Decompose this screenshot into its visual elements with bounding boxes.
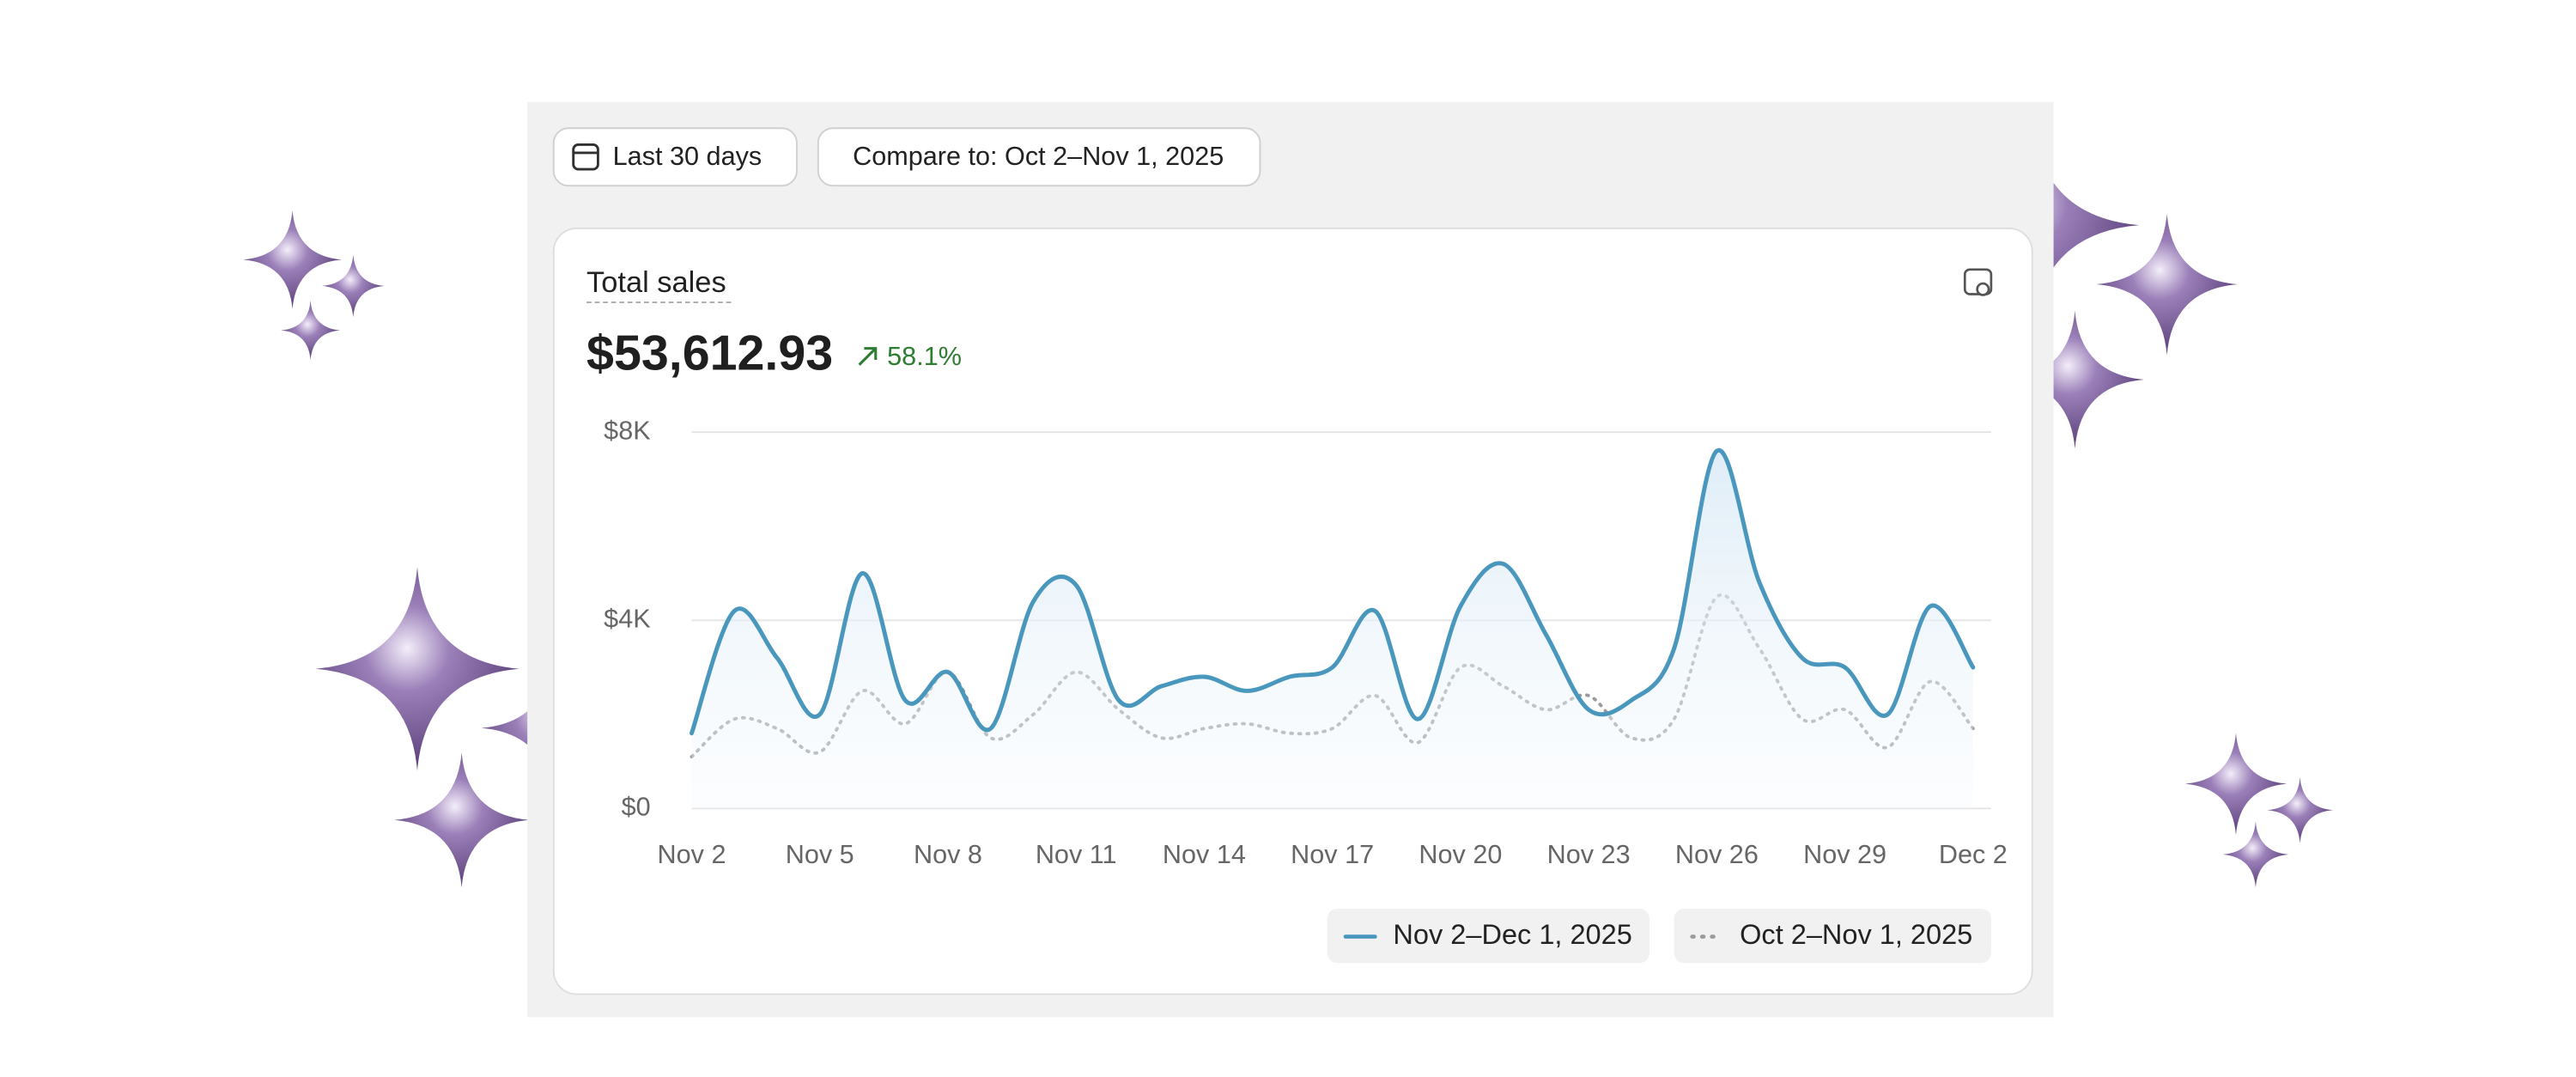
x-tick-label: Nov 20	[1419, 840, 1502, 869]
y-tick-label: $0	[622, 792, 651, 821]
x-tick-label: Nov 8	[914, 840, 982, 869]
up-arrow	[858, 347, 878, 366]
compare-label: Compare to: Oct 2–Nov 1, 2025	[853, 142, 1224, 171]
insight-icon[interactable]	[1963, 268, 1993, 296]
x-tick-label: Nov 2	[658, 840, 726, 869]
legend-item[interactable]: Nov 2–Dec 1, 2025	[1327, 909, 1649, 964]
range-button[interactable]: Last 30 days	[552, 127, 798, 187]
legend-box	[1674, 909, 1991, 964]
x-tick-label: Nov 29	[1803, 840, 1886, 869]
legend-item[interactable]: Oct 2–Nov 1, 2025	[1674, 909, 1991, 964]
x-tick-label: Nov 5	[786, 840, 854, 869]
change-value: 58.1%	[887, 342, 962, 371]
x-tick-label: Nov 11	[1036, 840, 1117, 869]
y-tick-label: $8K	[604, 416, 651, 445]
legend-box	[1327, 909, 1649, 964]
x-tick-label: Dec 2	[1939, 840, 2008, 869]
x-tick-label: Nov 26	[1675, 840, 1759, 869]
total-value: $53,612.93	[586, 326, 833, 380]
compare-button[interactable]: Compare to: Oct 2–Nov 1, 2025	[817, 127, 1261, 187]
card-title[interactable]: Total sales	[586, 266, 726, 299]
legend-label: Nov 2–Dec 1, 2025	[1393, 919, 1631, 950]
x-tick-label: Nov 14	[1163, 840, 1246, 869]
area-fill	[691, 450, 1973, 809]
legend-label: Oct 2–Nov 1, 2025	[1740, 919, 1972, 950]
series-line	[689, 447, 1976, 736]
x-tick-label: Nov 17	[1291, 840, 1374, 869]
x-tick-label: Nov 23	[1547, 840, 1631, 869]
range-label: Last 30 days	[613, 142, 762, 171]
y-tick-label: $4K	[604, 604, 651, 633]
